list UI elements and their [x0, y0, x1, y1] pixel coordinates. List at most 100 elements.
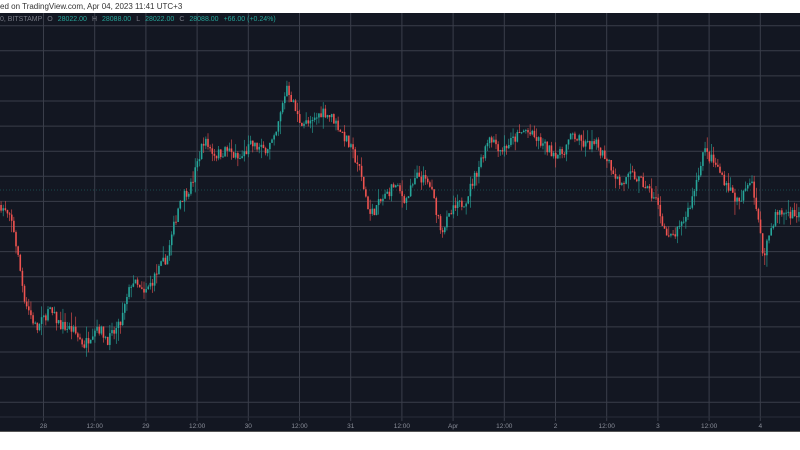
candle-up [785, 212, 787, 214]
candle-down [215, 155, 218, 159]
candle-up [188, 193, 190, 197]
price-chart[interactable]: 28 12:00 29 12:00 30 12:00 31 12:00 Apr 12:00 2 12:… [0, 13, 800, 432]
chart-canvas[interactable]: 28 12:00 29 12:00 30 12:00 31 12:00 Apr 12:00 2 12:… [0, 13, 800, 432]
candle-down [264, 147, 267, 154]
candle-down [232, 152, 235, 158]
x-tick-label: 12:00 [189, 423, 206, 430]
candle-up [394, 185, 397, 188]
candle-down [781, 210, 783, 215]
candle-up [469, 183, 472, 197]
candle-up [350, 144, 352, 147]
candle-up [104, 336, 107, 338]
candle-up [742, 190, 745, 201]
candle-down [535, 137, 538, 141]
candle-up [377, 199, 380, 206]
candle-down [358, 163, 361, 166]
candle-down [373, 208, 376, 216]
candle-up [725, 182, 728, 186]
candle-up [552, 152, 555, 157]
candle-down [789, 211, 792, 219]
candle-down [418, 172, 420, 177]
candle-up [384, 193, 386, 199]
candle-down [431, 186, 433, 190]
candle-up [269, 142, 271, 150]
candle-up [228, 148, 231, 151]
candle-up [621, 183, 623, 186]
candle-down [753, 181, 755, 198]
candle-up [778, 210, 781, 215]
candle-up [249, 140, 252, 145]
candle-up [478, 166, 480, 177]
x-tick-label: 28 [40, 423, 48, 430]
candle-down [352, 144, 354, 150]
candle-up [243, 151, 246, 157]
candle-up [190, 181, 192, 194]
candle-up [467, 196, 470, 204]
candle-down [369, 209, 371, 214]
candle-down [307, 120, 310, 124]
candle-up [772, 225, 775, 229]
candle-up [318, 113, 320, 118]
candle-up [693, 191, 696, 197]
candle-down [540, 137, 542, 146]
candle-up [680, 221, 683, 226]
candle-down [401, 191, 403, 197]
candle-down [164, 257, 167, 265]
candle-down [119, 321, 122, 326]
candle-up [158, 265, 160, 275]
candle-down [776, 212, 779, 215]
candle-up [375, 205, 378, 216]
candle-up [486, 143, 489, 147]
candle-down [610, 160, 612, 171]
candle-up [382, 198, 384, 202]
candle-down [497, 144, 499, 152]
candle-down [298, 114, 301, 123]
candle-up [277, 121, 280, 132]
candle-down [599, 147, 602, 156]
candle-up [591, 141, 593, 150]
candle-down [156, 273, 158, 275]
candle-up [407, 196, 410, 199]
candle-down [79, 337, 81, 340]
candle-up [768, 235, 770, 241]
candle-down [426, 178, 429, 183]
candle-up [548, 145, 551, 153]
candle-up [57, 320, 60, 324]
candle-down [0, 205, 2, 211]
candle-down [612, 170, 615, 175]
candle-up [531, 130, 534, 135]
candle-up [608, 160, 610, 162]
candle-down [668, 235, 670, 237]
candle-up [512, 136, 514, 139]
candle-down [582, 140, 585, 147]
ohlc-legend: 0, BITSTAMP O 28022.00 H 28088.00 L 28022.00 C 2… [0, 16, 281, 23]
candle-up [569, 133, 572, 140]
candle-down [8, 213, 11, 215]
candle-down [757, 209, 760, 220]
candle-up [117, 321, 120, 329]
candle-down [661, 216, 664, 226]
candle-up [153, 273, 156, 286]
candle-down [380, 199, 382, 202]
candle-down [288, 85, 290, 96]
candle-down [403, 196, 406, 203]
candle-down [365, 189, 367, 197]
candle-down [633, 171, 636, 180]
candle-down [81, 339, 83, 345]
candle-down [644, 186, 647, 189]
candle-up [115, 328, 118, 334]
candle-down [102, 326, 105, 338]
candle-up [452, 205, 455, 215]
candle-up [689, 207, 691, 209]
candle-down [793, 210, 796, 217]
candle-up [787, 211, 790, 213]
candle-up [273, 135, 275, 140]
candle-down [141, 287, 143, 289]
candle-down [32, 315, 34, 324]
candle-up [66, 328, 68, 330]
candle-down [527, 130, 529, 133]
candle-down [533, 130, 536, 138]
candle-down [420, 176, 423, 183]
candle-down [388, 191, 391, 197]
candle-up [798, 212, 800, 218]
